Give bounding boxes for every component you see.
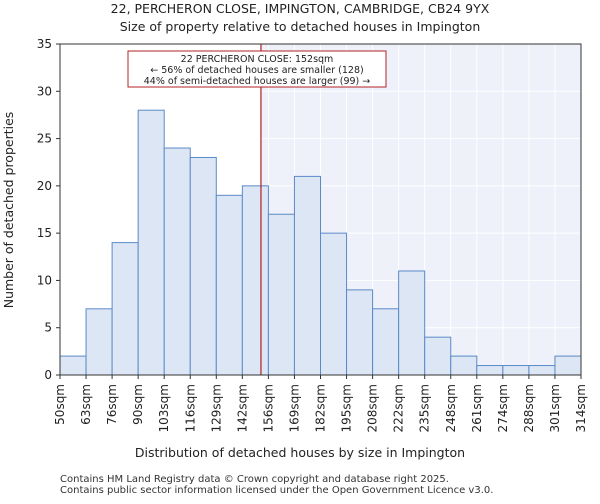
x-tick-label: 50sqm: [53, 384, 67, 425]
x-tick-label: 116sqm: [183, 384, 197, 432]
y-tick-label: 20: [37, 179, 52, 193]
bar-129sqm: [215, 194, 243, 376]
x-tick-label: 76sqm: [105, 384, 119, 425]
x-axis-title: Distribution of detached houses by size …: [135, 445, 465, 460]
bar-90sqm: [137, 109, 165, 376]
x-tick-label: 156sqm: [261, 384, 275, 432]
x-tick-label: 129sqm: [209, 384, 223, 432]
x-tick-label: 142sqm: [235, 384, 249, 432]
annotation-line-1: 22 PERCHERON CLOSE: 152sqm: [181, 54, 334, 65]
bar-248sqm: [450, 355, 478, 376]
y-tick-label: 0: [44, 368, 52, 382]
bar-288sqm: [528, 365, 556, 376]
bar-63sqm: [85, 308, 113, 376]
x-tick-label: 222sqm: [392, 384, 406, 432]
bar-261sqm: [476, 365, 504, 376]
x-tick-label: 235sqm: [418, 384, 432, 432]
y-tick-label: 15: [37, 226, 52, 240]
x-tick-label: 274sqm: [496, 384, 510, 432]
y-tick-label: 30: [37, 84, 52, 98]
y-tick-label: 35: [37, 37, 52, 51]
chart-title: 22, PERCHERON CLOSE, IMPINGTON, CAMBRIDG…: [111, 1, 490, 16]
footer-line-1: Contains HM Land Registry data © Crown c…: [60, 474, 449, 485]
x-tick-label: 63sqm: [79, 384, 93, 425]
annotation-frame: [127, 50, 387, 88]
bar-76sqm: [111, 242, 139, 376]
bar-142sqm: [241, 185, 269, 376]
bar-222sqm: [398, 270, 426, 376]
x-tick-label: 90sqm: [131, 384, 145, 425]
bar-156sqm: [267, 213, 295, 376]
bar-195sqm: [346, 289, 374, 376]
x-tick-label: 103sqm: [157, 384, 171, 432]
bars-group: [59, 109, 582, 376]
bar-116sqm: [189, 156, 217, 376]
x-tick-label: 195sqm: [340, 384, 354, 432]
footer-line-2: Contains public sector information licen…: [60, 485, 493, 496]
x-tick-label: 288sqm: [522, 384, 536, 432]
x-tick-label: 169sqm: [287, 384, 301, 432]
x-tick-label: 248sqm: [444, 384, 458, 432]
bar-235sqm: [424, 336, 452, 376]
x-tick-label: 301sqm: [548, 384, 562, 432]
bar-208sqm: [372, 308, 400, 376]
x-tick-label: 314sqm: [574, 384, 588, 432]
y-tick-label: 5: [44, 321, 52, 335]
y-tick-label: 25: [37, 132, 52, 146]
bar-301sqm: [554, 355, 582, 376]
bar-182sqm: [320, 232, 348, 376]
annotation-line-3: 44% of semi-detached houses are larger (…: [144, 76, 371, 87]
x-tick-label: 208sqm: [366, 384, 380, 432]
annotation-line-2: ← 56% of detached houses are smaller (12…: [150, 65, 363, 76]
bar-169sqm: [293, 175, 322, 376]
bar-50sqm: [59, 355, 87, 376]
bar-274sqm: [502, 365, 530, 376]
x-axis-ticks: 50sqm 63sqm 76sqm 90sqm 103sqm 116sqm 129sqm 14…: [53, 375, 588, 432]
x-tick-label: 182sqm: [314, 384, 328, 432]
y-axis-ticks: 0 5 10 15 20 25 30 35: [37, 37, 60, 382]
y-tick-label: 10: [37, 273, 52, 287]
x-tick-label: 261sqm: [470, 384, 484, 432]
y-axis-title: Number of detached properties: [1, 112, 16, 309]
chart-subtitle: Size of property relative to detached ho…: [120, 19, 481, 34]
bar-103sqm: [163, 147, 191, 376]
annotation-box: 22 PERCHERON CLOSE: 152sqm ← 56% of deta…: [127, 50, 387, 88]
